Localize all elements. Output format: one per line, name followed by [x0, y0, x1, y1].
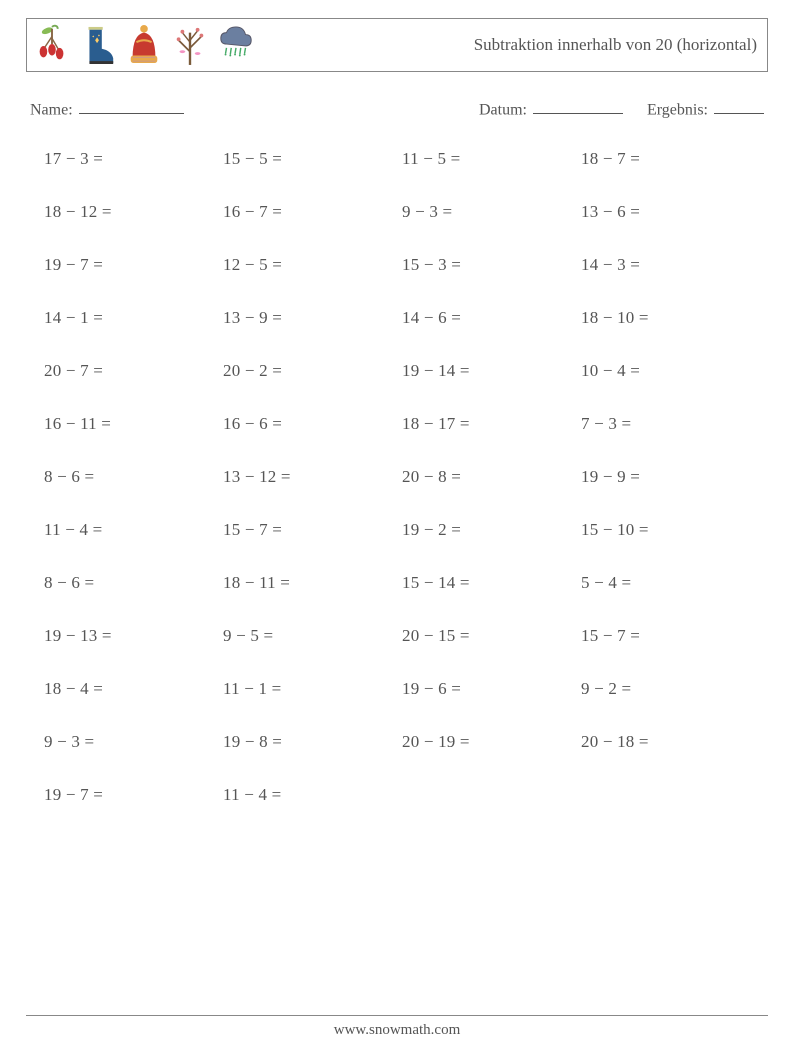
problem: 19 − 13 = — [44, 626, 213, 646]
problem: 16 − 7 = — [223, 202, 392, 222]
problem: 15 − 5 = — [223, 149, 392, 169]
problem: 20 − 7 = — [44, 361, 213, 381]
problem: 14 − 3 = — [581, 255, 750, 275]
result-blank[interactable] — [714, 100, 764, 114]
problem: 15 − 3 = — [402, 255, 571, 275]
problem: 18 − 11 = — [223, 573, 392, 593]
problem: 16 − 6 = — [223, 414, 392, 434]
boot-icon — [79, 23, 117, 67]
problem: 14 − 6 = — [402, 308, 571, 328]
problem: 18 − 17 = — [402, 414, 571, 434]
problem: 19 − 7 = — [44, 255, 213, 275]
problem: 19 − 14 = — [402, 361, 571, 381]
problem: 16 − 11 = — [44, 414, 213, 434]
problem: 10 − 4 = — [581, 361, 750, 381]
problem: 20 − 18 = — [581, 732, 750, 752]
header-icons — [33, 23, 255, 67]
problem: 9 − 3 = — [402, 202, 571, 222]
problem: 5 − 4 = — [581, 573, 750, 593]
problem: 20 − 8 = — [402, 467, 571, 487]
problem: 18 − 7 = — [581, 149, 750, 169]
date-field: Datum: — [479, 100, 623, 119]
date-label: Datum: — [479, 101, 527, 118]
tree-icon — [171, 23, 209, 67]
problem: 15 − 7 = — [581, 626, 750, 646]
date-blank[interactable] — [533, 100, 623, 114]
problem: 11 − 4 = — [44, 520, 213, 540]
problem: 18 − 12 = — [44, 202, 213, 222]
problem: 7 − 3 = — [581, 414, 750, 434]
rosehip-icon — [33, 23, 71, 67]
problem: 9 − 3 = — [44, 732, 213, 752]
problem: 13 − 6 = — [581, 202, 750, 222]
worksheet-title: Subtraktion innerhalb von 20 (horizontal… — [474, 35, 757, 55]
problem: 19 − 8 = — [223, 732, 392, 752]
problem: 9 − 2 = — [581, 679, 750, 699]
problem: 20 − 19 = — [402, 732, 571, 752]
problem: 13 − 9 = — [223, 308, 392, 328]
hat-icon — [125, 23, 163, 67]
problem: 15 − 14 = — [402, 573, 571, 593]
problem: 18 − 10 = — [581, 308, 750, 328]
problem: 18 − 4 = — [44, 679, 213, 699]
problem: 9 − 5 = — [223, 626, 392, 646]
name-label: Name: — [30, 101, 73, 118]
name-field: Name: — [30, 100, 184, 119]
footer: www.snowmath.com — [26, 1015, 768, 1039]
problems-grid: 17 − 3 = 15 − 5 = 11 − 5 = 18 − 7 = 18 − 12 … — [26, 149, 768, 805]
problem: 17 − 3 = — [44, 149, 213, 169]
problem: 13 − 12 = — [223, 467, 392, 487]
problem: 11 − 5 = — [402, 149, 571, 169]
meta-row: Name: Datum: Ergebnis: — [26, 100, 768, 119]
problem: 15 − 10 = — [581, 520, 750, 540]
result-label: Ergebnis: — [647, 101, 708, 118]
result-field: Ergebnis: — [647, 100, 764, 119]
problem: 12 − 5 = — [223, 255, 392, 275]
problem: 11 − 4 = — [223, 785, 392, 805]
problem: 8 − 6 = — [44, 467, 213, 487]
problem: 19 − 6 = — [402, 679, 571, 699]
problem: 8 − 6 = — [44, 573, 213, 593]
header-box: Subtraktion innerhalb von 20 (horizontal… — [26, 18, 768, 72]
problem: 20 − 15 = — [402, 626, 571, 646]
problem: 14 − 1 = — [44, 308, 213, 328]
problem: 19 − 7 = — [44, 785, 213, 805]
problem: 11 − 1 = — [223, 679, 392, 699]
problem: 19 − 9 = — [581, 467, 750, 487]
problem: 15 − 7 = — [223, 520, 392, 540]
worksheet-page: Subtraktion innerhalb von 20 (horizontal… — [0, 0, 794, 1053]
footer-text: www.snowmath.com — [334, 1022, 461, 1038]
problem: 19 − 2 = — [402, 520, 571, 540]
name-blank[interactable] — [79, 100, 184, 114]
raincloud-icon — [217, 23, 255, 67]
problem: 20 − 2 = — [223, 361, 392, 381]
